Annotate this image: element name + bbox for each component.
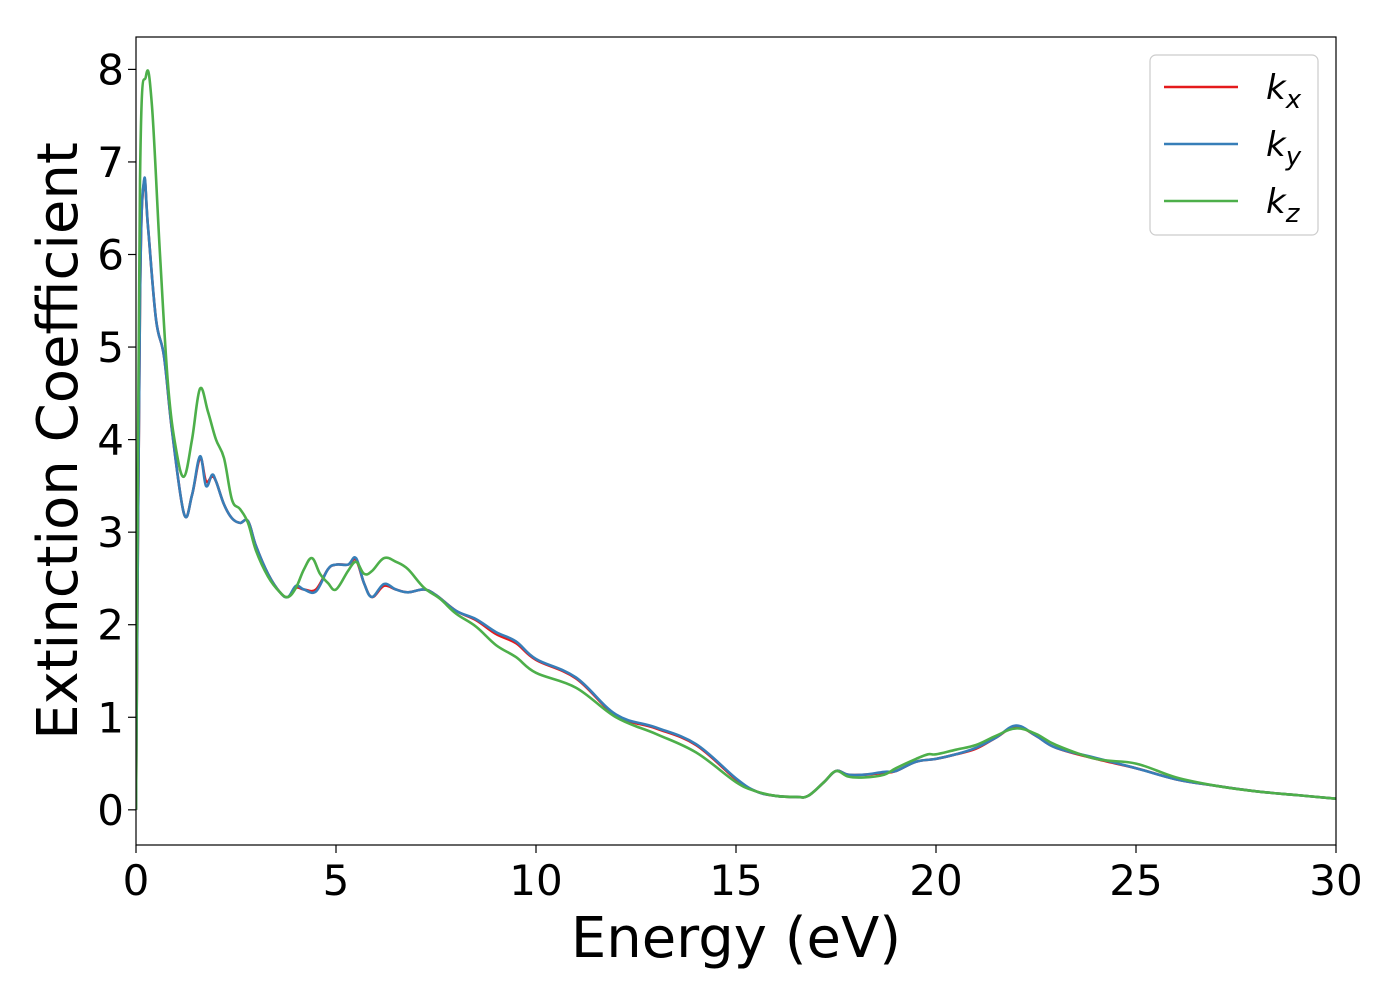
x-tick-label: 10 — [509, 856, 562, 905]
x-tick-label: 25 — [1109, 856, 1162, 905]
y-axis-title: Extinction Coefficient — [26, 142, 91, 740]
axis-layer: 0 5 10 15 20 25 30 0 1 2 3 4 5 6 7 8 — [97, 45, 1362, 905]
x-tick-label: 20 — [909, 856, 962, 905]
x-tick-label: 5 — [323, 856, 350, 905]
plot-background — [136, 37, 1336, 845]
y-tick-label: 2 — [97, 601, 124, 650]
y-tick-label: 8 — [97, 45, 124, 94]
x-axis-title: Energy (eV) — [571, 906, 901, 971]
x-tick-label: 15 — [709, 856, 762, 905]
series-line-kz — [136, 69, 1336, 810]
x-tick-label: 30 — [1309, 856, 1362, 905]
y-tick-label: 5 — [97, 323, 124, 372]
y-tick-label: 1 — [97, 693, 124, 742]
x-tick-label: 0 — [123, 856, 150, 905]
legend-label-kx: kx — [1266, 68, 1302, 115]
y-tick-label: 3 — [97, 508, 124, 557]
series-layer — [136, 69, 1336, 810]
y-tick-label: 4 — [97, 416, 124, 465]
plot-frame — [135, 36, 1337, 846]
y-tick-label: 7 — [97, 138, 124, 187]
y-tick-label: 0 — [97, 786, 124, 835]
y-tick-label: 6 — [97, 231, 124, 280]
